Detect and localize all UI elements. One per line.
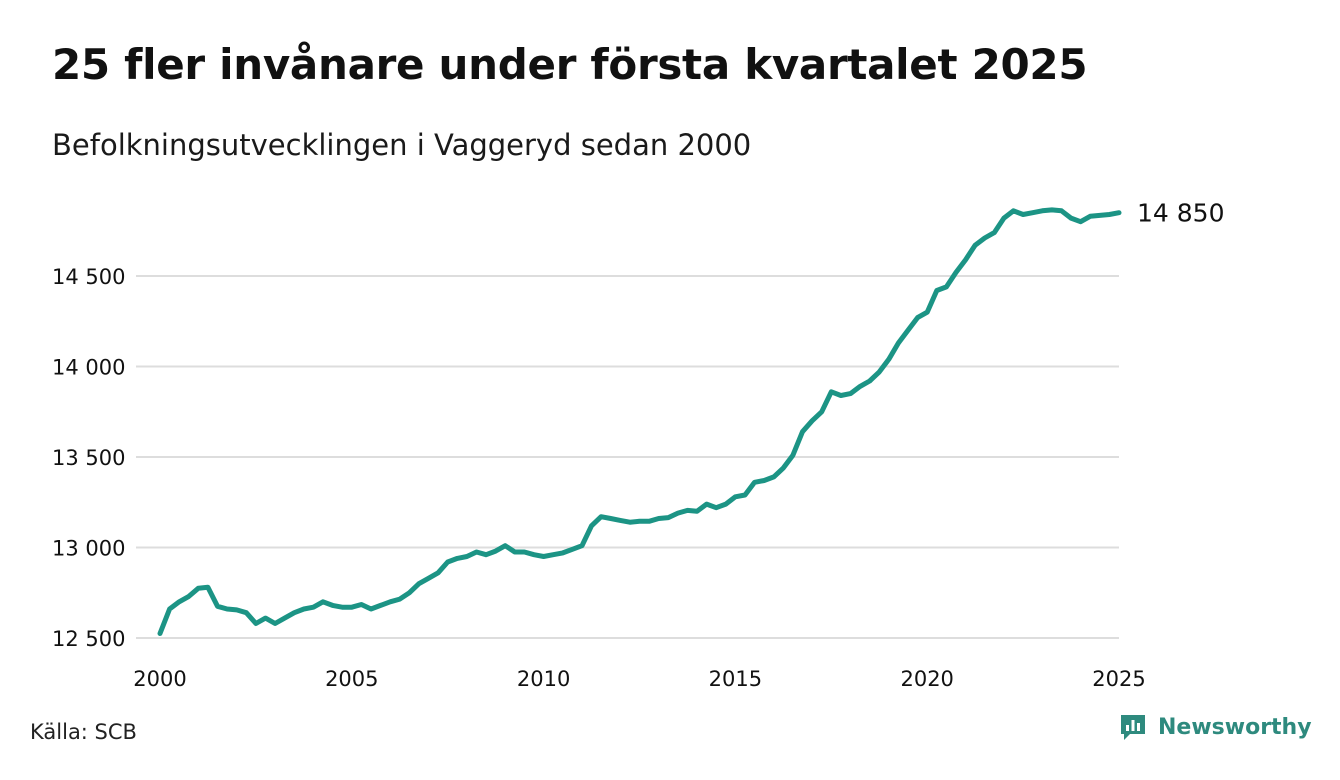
x-tick-label: 2025 <box>1092 667 1145 691</box>
chart-title: 25 fler invånare under första kvartalet … <box>52 40 1088 89</box>
brand-name: Newsworthy <box>1158 714 1312 740</box>
chart-subtitle: Befolkningsutvecklingen i Vaggeryd sedan… <box>52 128 752 162</box>
x-tick-label: 2005 <box>325 667 378 691</box>
y-tick-label: 13 000 <box>52 537 125 561</box>
x-tick-label: 2010 <box>517 667 570 691</box>
newsworthy-logo-icon <box>1121 715 1145 740</box>
x-tick-label: 2020 <box>900 667 953 691</box>
y-tick-label: 12 500 <box>52 627 125 651</box>
x-tick-label: 2000 <box>133 667 186 691</box>
population-line-chart: 12 500 13 000 13 500 14 000 14 500 2000 2005 20… <box>52 199 1224 691</box>
y-tick-label: 14 500 <box>52 265 125 289</box>
brand[interactable]: Newsworthy <box>1118 712 1312 742</box>
y-tick-label: 14 000 <box>52 356 125 380</box>
y-tick-label: 13 500 <box>52 446 125 470</box>
end-value-label: 14 850 <box>1137 199 1224 228</box>
x-tick-label: 2015 <box>709 667 762 691</box>
series-line <box>157 207 1122 636</box>
source-note: Källa: SCB <box>30 720 137 744</box>
